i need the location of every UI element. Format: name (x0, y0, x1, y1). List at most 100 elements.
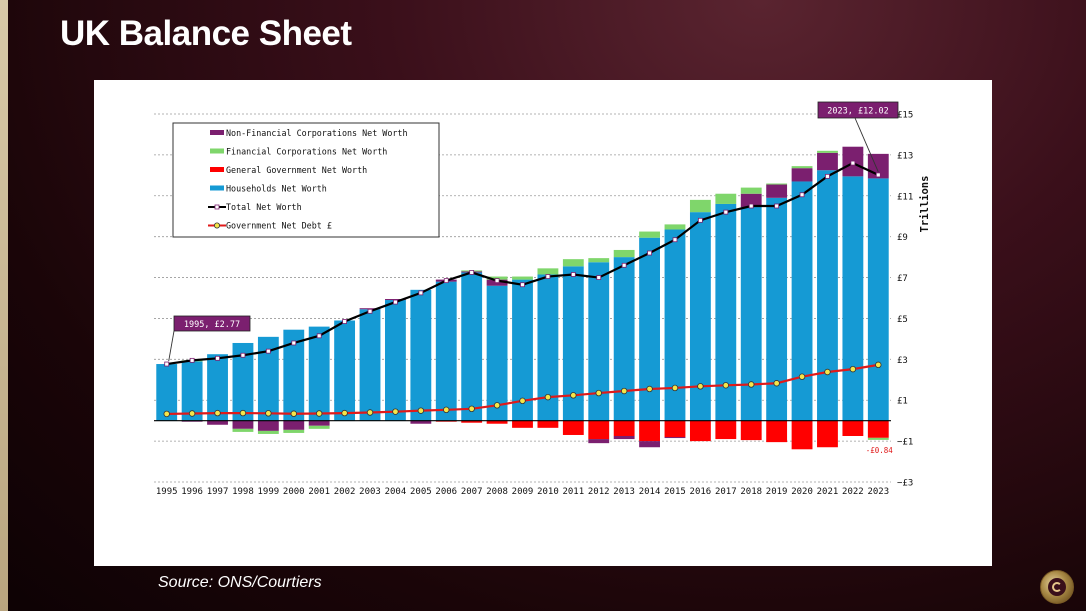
point-total-net-worth-2002 (342, 319, 348, 324)
point-total-net-worth-1996 (189, 357, 195, 363)
bar-households-net-worth-2011 (562, 266, 584, 421)
x-tick-label: 2011 (562, 487, 584, 497)
point-total-net-worth-2008 (494, 278, 500, 284)
bar-financial-corporations-net-worth-2020 (791, 166, 813, 169)
bar-households-net-worth-2017 (715, 203, 737, 421)
annotation-box (817, 101, 899, 119)
bar-general-government-net-worth-2017 (715, 420, 737, 440)
bar-households-net-worth-1999 (257, 336, 279, 421)
point-government-net-debt-2005 (417, 407, 425, 414)
legend-marker (214, 204, 220, 210)
bar-general-government-net-worth-2018 (740, 420, 762, 441)
bar-households-net-worth-1998 (232, 342, 254, 421)
point-total-net-worth-2017 (723, 209, 729, 215)
bar-financial-corporations-net-worth-2013 (613, 249, 635, 258)
x-tick-label: 2002 (334, 487, 356, 497)
bar-households-net-worth-2012 (588, 262, 610, 421)
point-total-net-worth-2005 (418, 290, 424, 296)
legend-label: Households Net Worth (226, 184, 327, 194)
legend-label: General Government Net Worth (226, 165, 367, 175)
bar-general-government-net-worth-2010 (537, 420, 559, 428)
point-government-net-debt-2008 (493, 402, 501, 409)
point-total-net-worth-2019 (774, 203, 780, 209)
x-tick-label: 2004 (385, 487, 407, 497)
bar-financial-corporations-net-worth-2015 (664, 224, 686, 230)
annotation-box (173, 315, 251, 332)
bar-households-net-worth-2005 (410, 289, 432, 421)
bar-non-financial-corporations-net-worth-2018 (740, 193, 762, 208)
point-government-net-debt-2015 (671, 384, 679, 392)
x-tick-label: 2019 (766, 487, 788, 497)
point-total-net-worth-2012 (596, 275, 602, 280)
bar-households-net-worth-2007 (461, 272, 483, 421)
x-tick-label: 2020 (791, 487, 813, 497)
point-government-net-debt-2010 (544, 393, 552, 401)
page-title: UK Balance Sheet (60, 14, 352, 53)
point-total-net-worth-2007 (469, 270, 475, 275)
point-government-net-debt-1998 (239, 409, 247, 417)
bar-households-net-worth-2006 (435, 281, 457, 421)
point-total-net-worth-2004 (393, 299, 398, 305)
bar-non-financial-corporations-net-worth-2012 (588, 439, 610, 444)
point-government-net-debt-2016 (697, 383, 704, 390)
x-tick-label: 2023 (867, 487, 889, 497)
bar-households-net-worth-2003 (359, 309, 381, 421)
point-government-net-debt-2013 (620, 387, 628, 395)
bar-financial-corporations-net-worth-2010 (537, 268, 559, 275)
point-total-net-worth-1999 (265, 348, 271, 354)
bar-general-government-net-worth-2016 (689, 420, 711, 442)
bar-households-net-worth-2015 (664, 229, 686, 421)
bar-general-government-net-worth-2011 (562, 420, 584, 435)
bar-general-government-net-worth-2009 (512, 420, 533, 428)
x-tick-label: 1999 (258, 487, 280, 497)
x-tick-label: 2021 (817, 487, 839, 497)
point-government-net-debt-2003 (366, 409, 374, 416)
point-total-net-worth-2016 (697, 217, 703, 223)
x-tick-label: 2016 (690, 487, 712, 497)
bar-general-government-net-worth-2008 (486, 420, 508, 424)
x-tick-label: 2014 (639, 487, 661, 497)
point-government-net-debt-2011 (570, 392, 577, 399)
legend-swatch (210, 148, 224, 154)
bar-general-government-net-worth-2020 (791, 420, 813, 450)
point-government-net-debt-1996 (188, 410, 196, 417)
bar-non-financial-corporations-net-worth-2015 (664, 437, 686, 439)
point-total-net-worth-1998 (240, 352, 246, 358)
point-total-net-worth-2001 (316, 333, 322, 339)
legend-marker (214, 222, 221, 229)
side-strip (0, 0, 8, 611)
point-government-net-debt-1997 (214, 409, 221, 417)
point-total-net-worth-2011 (570, 272, 576, 277)
bar-financial-corporations-net-worth-2011 (562, 259, 584, 267)
bar-financial-corporations-net-worth-2000 (283, 429, 305, 433)
point-total-net-worth-2006 (443, 278, 449, 284)
bar-general-government-net-worth-2023 (867, 420, 889, 438)
bar-general-government-net-worth-2015 (664, 420, 686, 438)
x-tick-label: 2005 (410, 487, 432, 497)
x-tick-label: 2000 (283, 487, 305, 497)
bar-non-financial-corporations-net-worth-2003 (359, 308, 381, 310)
bar-non-financial-corporations-net-worth-2019 (766, 184, 788, 198)
x-tick-label: 2003 (359, 487, 381, 497)
bar-financial-corporations-net-worth-2023 (867, 437, 889, 440)
bar-general-government-net-worth-2021 (817, 420, 838, 448)
point-total-net-worth-2003 (367, 308, 373, 314)
x-tick-label: 1998 (232, 487, 254, 497)
point-government-net-debt-2000 (290, 410, 297, 417)
legend-box (172, 122, 440, 238)
y-tick-label: £15 (897, 111, 913, 121)
y-tick-label: £5 (897, 315, 908, 325)
point-government-net-debt-2002 (341, 409, 348, 417)
point-total-net-worth-2015 (672, 237, 678, 243)
bar-households-net-worth-1995 (156, 364, 178, 421)
bar-households-net-worth-2002 (334, 320, 356, 421)
x-tick-label: 2017 (715, 487, 737, 497)
point-government-net-debt-2018 (748, 381, 755, 388)
point-government-net-debt-2020 (798, 373, 806, 380)
annotation-label: 1995, £2.77 (184, 320, 240, 330)
bar-households-net-worth-2009 (512, 279, 533, 421)
x-tick-label: 2006 (435, 487, 457, 497)
x-tick-label: 2022 (842, 487, 864, 497)
point-government-net-debt-2017 (722, 382, 730, 389)
